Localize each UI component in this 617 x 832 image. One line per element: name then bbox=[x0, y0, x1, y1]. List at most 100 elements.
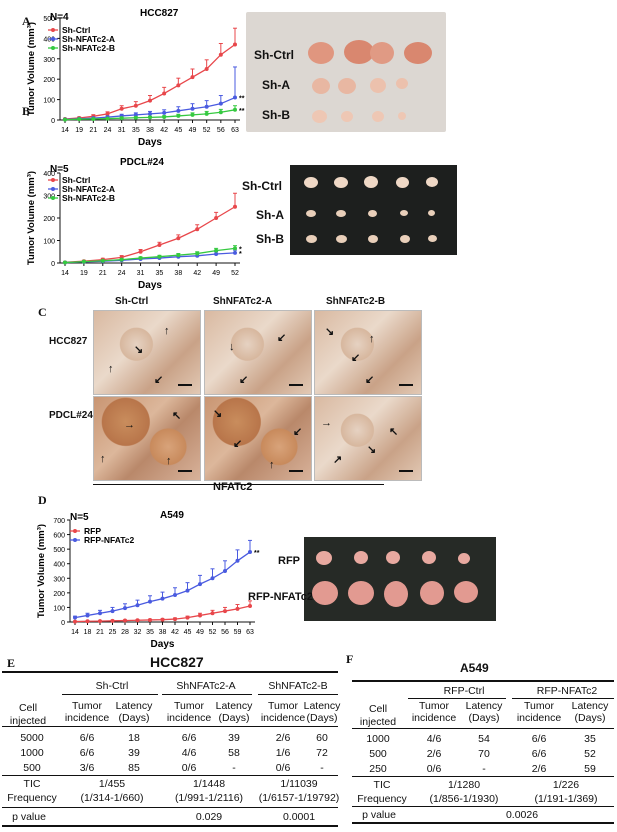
ihc-image: ↘ ↙ ↙ ↑ bbox=[204, 396, 312, 481]
panel-letter-f: F bbox=[346, 652, 354, 666]
x-axis-label: Days bbox=[151, 639, 175, 650]
x-tick-label: 56 bbox=[217, 127, 225, 134]
data-point bbox=[148, 115, 152, 120]
table-e-subheader: incidence bbox=[64, 712, 110, 724]
y-axis-label: Tumor Volume (mm³) bbox=[36, 524, 47, 618]
data-point bbox=[190, 75, 195, 80]
y-tick-label: 300 bbox=[43, 194, 55, 201]
table-e-value: 4/6 bbox=[181, 747, 197, 759]
table-e-value: 0/6 bbox=[181, 762, 197, 774]
data-point bbox=[148, 617, 152, 622]
table-f-value: 2/6 bbox=[531, 763, 547, 775]
data-point bbox=[233, 250, 237, 255]
table-f-tic: 1/1280 bbox=[447, 779, 481, 791]
x-tick-label: 25 bbox=[109, 629, 117, 636]
y-tick-label: 0 bbox=[51, 118, 55, 125]
chart-title: A549 bbox=[160, 510, 184, 521]
x-tick-label: 49 bbox=[196, 629, 204, 636]
legend-label: Sh-Ctrl bbox=[62, 175, 90, 185]
series-line bbox=[64, 206, 236, 263]
table-rule bbox=[2, 807, 338, 808]
table-e-pvalue: 0.0001 bbox=[282, 811, 316, 823]
chart-title: PDCL#24 bbox=[120, 157, 164, 168]
x-tick-label: 21 bbox=[99, 270, 107, 277]
table-rule bbox=[162, 694, 252, 695]
legend-marker bbox=[51, 46, 55, 50]
data-point bbox=[233, 107, 237, 112]
pdcl-tumor-photo: Sh-Ctrl Sh-A Sh-B bbox=[242, 165, 457, 255]
y-tick-label: 0 bbox=[61, 620, 65, 627]
data-point bbox=[73, 615, 77, 620]
table-e-value: 6/6 bbox=[79, 747, 95, 759]
ihc-col-header: ShNFATc2-A bbox=[213, 296, 273, 307]
significance-stars: ** bbox=[239, 251, 245, 258]
table-f-value: 70 bbox=[478, 748, 490, 760]
table-e-tic: 1/1448 bbox=[192, 778, 226, 790]
panel-letter-e: E bbox=[7, 656, 16, 670]
ihc-image: ↓ ↙ ↙ bbox=[204, 310, 312, 395]
data-point bbox=[233, 204, 237, 209]
legend-marker bbox=[51, 196, 55, 200]
table-e-cell-count: 5000 bbox=[20, 732, 44, 744]
legend-marker bbox=[51, 187, 55, 191]
table-e-frequency: (1/314-1/660) bbox=[80, 792, 144, 804]
data-point bbox=[162, 114, 167, 119]
table-e-value: 0/6 bbox=[275, 762, 291, 774]
table-f-tic: 1/226 bbox=[552, 779, 580, 791]
table-f-value: 2/6 bbox=[426, 748, 442, 760]
data-point bbox=[133, 103, 138, 108]
table-e-subheader: (Days) bbox=[218, 712, 250, 724]
y-tick-label: 100 bbox=[53, 605, 65, 612]
tumor bbox=[344, 40, 374, 64]
legend-label: RFP bbox=[84, 526, 101, 536]
x-tick-label: 35 bbox=[132, 127, 140, 134]
data-point bbox=[233, 42, 237, 47]
data-point bbox=[85, 619, 90, 624]
x-tick-label: 63 bbox=[231, 127, 239, 134]
table-rule bbox=[352, 822, 614, 824]
table-f-subheader: Latency bbox=[571, 700, 609, 712]
data-point bbox=[133, 115, 138, 120]
y-tick-label: 0 bbox=[51, 261, 55, 268]
table-f-tic-label: TIC bbox=[373, 779, 391, 791]
y-tick-label: 100 bbox=[43, 98, 55, 105]
data-point bbox=[119, 257, 124, 262]
ihc-row-label: HCC827 bbox=[49, 336, 88, 347]
y-tick-label: 200 bbox=[43, 77, 55, 84]
table-rule bbox=[62, 694, 158, 695]
photo-label-sh-b: Sh-B bbox=[256, 232, 284, 246]
x-tick-label: 19 bbox=[75, 127, 83, 134]
x-tick-label: 24 bbox=[104, 127, 112, 134]
table-f-group: RFP-Ctrl bbox=[443, 685, 485, 697]
table-e-value: 58 bbox=[228, 747, 240, 759]
x-tick-label: 28 bbox=[121, 629, 129, 636]
tumor bbox=[341, 111, 353, 122]
data-point bbox=[135, 603, 140, 608]
data-point bbox=[119, 106, 124, 111]
data-point bbox=[248, 603, 252, 608]
x-tick-label: 63 bbox=[246, 629, 254, 636]
table-rule bbox=[408, 698, 506, 699]
data-point bbox=[198, 613, 202, 618]
data-point bbox=[204, 111, 209, 116]
data-point bbox=[204, 104, 209, 109]
data-point bbox=[160, 596, 165, 601]
table-f-value: 6/6 bbox=[531, 733, 547, 745]
data-point bbox=[214, 216, 219, 220]
table-f-subheader: (Days) bbox=[468, 712, 500, 724]
x-tick-label: 19 bbox=[80, 270, 88, 277]
table-f-value: 54 bbox=[478, 733, 490, 745]
data-point bbox=[98, 619, 102, 624]
x-tick-label: 31 bbox=[118, 127, 126, 134]
photo-label-sh-ctrl: Sh-Ctrl bbox=[242, 179, 282, 193]
significance-stars: ** bbox=[239, 246, 245, 253]
x-tick-label: 52 bbox=[209, 629, 217, 636]
data-point bbox=[81, 259, 86, 264]
x-tick-label: 14 bbox=[71, 629, 79, 636]
table-f-row-header: Cell injected bbox=[359, 703, 397, 728]
legend-label: Sh-NFATc2-A bbox=[62, 34, 115, 44]
table-e-value: 2/6 bbox=[275, 732, 291, 744]
table-f-subheader: Latency bbox=[465, 700, 503, 712]
y-tick-label: 200 bbox=[53, 591, 65, 598]
x-tick-label: 18 bbox=[84, 629, 92, 636]
